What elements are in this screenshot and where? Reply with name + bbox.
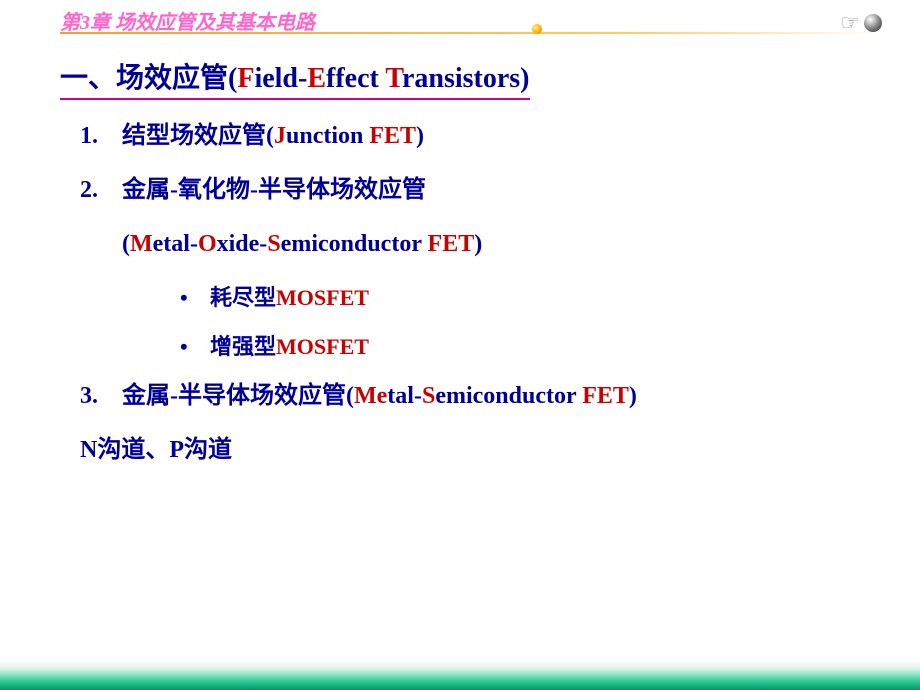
- orange-dot-icon: [532, 24, 542, 34]
- item-3-r1: Me: [354, 383, 387, 409]
- list-item-2-line2: (Metal-Oxide-Semiconductor FET): [80, 226, 860, 262]
- item-3-cn: 金属-半导体场效应管(: [122, 383, 354, 409]
- list-item-2: 2.金属-氧化物-半导体场效应管: [80, 172, 860, 208]
- list-item-1: 1.结型场效应管(Junction FET): [80, 118, 860, 154]
- item-number: 3.: [80, 378, 122, 414]
- item-1-r2: FET: [369, 123, 416, 149]
- item-2-open: (: [122, 231, 130, 257]
- item-1-r1: J: [274, 123, 286, 149]
- item-3-r3: FET: [582, 383, 629, 409]
- item-2-p4: ): [474, 231, 482, 257]
- item-2-r4: FET: [428, 231, 475, 257]
- chapter-title-text: 第3章 场效应管及其基本电路: [60, 12, 315, 34]
- heading-suffix: ransistors): [402, 63, 530, 94]
- content-area: 1.结型场效应管(Junction FET) 2.金属-氧化物-半导体场效应管 …: [80, 118, 860, 486]
- item-3-p1: tal-: [387, 383, 422, 409]
- sub-item-2: •增强型MOSFET: [180, 329, 860, 364]
- heading-e: E: [307, 63, 326, 94]
- bullet-icon: •: [180, 280, 210, 315]
- item-1-p2: ): [416, 123, 424, 149]
- sub-2-cn: 增强型: [210, 334, 276, 359]
- sub-1-en: MOSFET: [276, 285, 369, 310]
- item-2-cn: 金属-氧化物-半导体场效应管: [122, 177, 426, 203]
- item-2-p1: etal-: [153, 231, 198, 257]
- item-number: 2.: [80, 172, 122, 208]
- sub-item-1: •耗尽型MOSFET: [180, 280, 860, 315]
- channel-note-text: N沟道、P沟道: [80, 437, 232, 463]
- channel-note: N沟道、P沟道: [80, 432, 860, 468]
- item-2-p3: emiconductor: [281, 231, 428, 257]
- chapter-title: 第3章 场效应管及其基本电路: [60, 6, 880, 39]
- heading-m1: ield-: [254, 63, 307, 94]
- sub-2-en: MOSFET: [276, 334, 369, 359]
- item-3-r2: S: [422, 383, 435, 409]
- heading-f: F: [237, 63, 254, 94]
- item-1-p1: unction: [286, 123, 369, 149]
- heading-prefix: 一、场效应管(: [60, 63, 237, 94]
- item-number: 1.: [80, 118, 122, 154]
- item-2-r2: O: [198, 231, 217, 257]
- item-2-r1: M: [130, 231, 153, 257]
- hand-icon: ☞: [840, 10, 860, 36]
- heading-m2: ffect: [326, 63, 385, 94]
- heading-t: T: [385, 63, 402, 94]
- section-heading: 一、场效应管(Field-Effect Transistors): [60, 56, 530, 100]
- item-2-p2: xide-: [217, 231, 268, 257]
- sub-list: •耗尽型MOSFET •增强型MOSFET: [180, 280, 860, 364]
- item-2-r3: S: [267, 231, 280, 257]
- footer-gradient: [0, 660, 920, 690]
- list-item-3: 3.金属-半导体场效应管(Metal-Semiconductor FET): [80, 378, 860, 414]
- item-1-cn: 结型场效应管(: [122, 123, 274, 149]
- ball-icon: [864, 14, 882, 32]
- sub-1-cn: 耗尽型: [210, 285, 276, 310]
- item-3-p3: ): [629, 383, 637, 409]
- header-divider: [60, 32, 880, 34]
- item-3-p2: emiconductor: [435, 383, 582, 409]
- bullet-icon: •: [180, 329, 210, 364]
